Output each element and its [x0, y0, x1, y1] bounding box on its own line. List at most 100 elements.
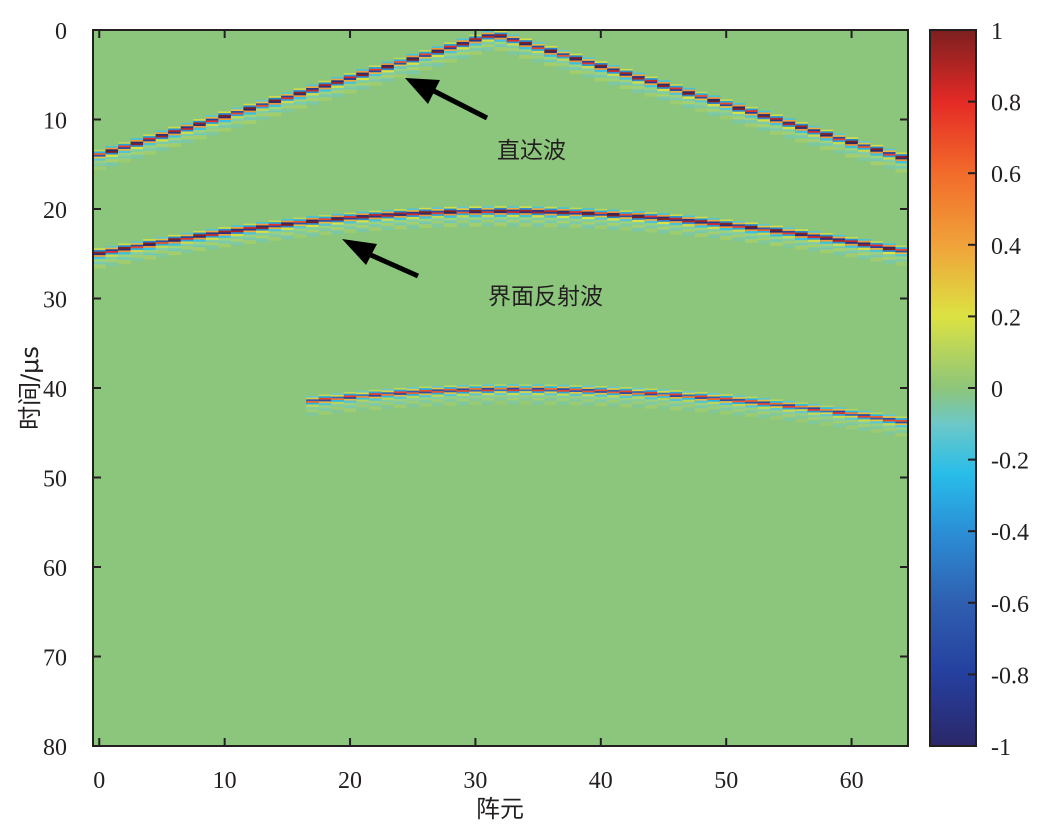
heatmap-cell — [519, 400, 533, 405]
heatmap-cell — [469, 45, 483, 50]
heatmap-cell — [343, 86, 357, 91]
heatmap-cell — [719, 112, 733, 117]
heatmap-cell — [444, 53, 458, 58]
heatmap-cell — [619, 226, 633, 231]
heatmap-cell — [795, 132, 809, 138]
heatmap-cell — [318, 410, 332, 415]
heatmap-cell — [757, 408, 771, 414]
heatmap-cell — [168, 139, 182, 145]
heatmap-cell — [882, 164, 896, 169]
heatmap-cell — [331, 401, 345, 406]
heatmap-cell — [406, 221, 420, 226]
heatmap-cell — [619, 221, 633, 226]
heatmap-cell — [745, 115, 758, 120]
heatmap-cell — [381, 397, 395, 402]
heatmap-cell — [707, 108, 721, 113]
heatmap-cell — [832, 149, 846, 154]
heatmap-cell — [845, 245, 859, 250]
heatmap-cell — [419, 218, 432, 223]
heatmap-cell — [481, 395, 495, 400]
heatmap-cell — [882, 256, 896, 261]
heatmap-cell — [795, 245, 809, 250]
heatmap-cell — [820, 416, 834, 421]
heatmap-cell — [180, 131, 194, 136]
heatmap-cell — [431, 54, 445, 59]
heatmap-cell — [469, 395, 483, 400]
heatmap-cell — [531, 397, 545, 402]
heatmap-cell — [857, 247, 871, 252]
heatmap-cell — [857, 421, 871, 426]
heatmap-cell — [745, 412, 758, 417]
y-tick-label: 80 — [43, 735, 67, 761]
heatmap-cell — [494, 46, 508, 52]
heatmap-cell — [845, 145, 859, 151]
heatmap-cell — [795, 418, 809, 423]
heatmap-cell — [807, 244, 821, 249]
heatmap-cell — [368, 81, 382, 86]
heatmap-cell — [644, 89, 658, 94]
heatmap-cell — [832, 144, 846, 149]
heatmap-cell — [870, 257, 884, 262]
heatmap-cell — [381, 72, 395, 77]
x-axis: 0 10 20 30 40 50 60 — [93, 30, 864, 794]
heatmap-cell — [419, 60, 432, 66]
heatmap-cell — [494, 397, 508, 402]
heatmap-cell — [882, 251, 896, 257]
heatmap-cell — [857, 157, 871, 162]
heatmap-cell — [93, 264, 106, 269]
heatmap-cell — [619, 395, 633, 400]
heatmap-cell — [431, 396, 445, 401]
heatmap-cell — [682, 404, 696, 409]
heatmap-cell — [293, 99, 307, 104]
heatmap-cell — [569, 396, 583, 401]
heatmap-cell — [218, 235, 232, 240]
heatmap-cell — [657, 224, 671, 229]
heatmap-cell — [180, 138, 194, 144]
heatmap-cell — [93, 256, 106, 262]
heatmap-cell — [143, 249, 157, 255]
heatmap-cell — [406, 219, 420, 224]
heatmap-cell — [381, 404, 395, 410]
heatmap-cell — [230, 120, 244, 125]
colorbar-tick-label: 0.4 — [991, 234, 1021, 260]
annotation-direct-wave: 直达波 — [405, 78, 566, 164]
heatmap-cell — [820, 249, 834, 254]
heatmap-cell — [368, 402, 382, 408]
heatmap-cell — [807, 141, 821, 147]
heatmap-cell — [895, 254, 908, 259]
heatmap-cell — [343, 400, 357, 405]
heatmap-cell — [820, 138, 834, 143]
heatmap-cell — [193, 244, 207, 249]
heatmap-cell — [795, 237, 809, 243]
heatmap-cell — [895, 258, 908, 263]
heatmap-cell — [494, 392, 508, 398]
heatmap-cell — [130, 154, 144, 159]
heatmap-cell — [205, 239, 219, 245]
heatmap-cell — [306, 229, 320, 234]
heatmap-cell — [795, 240, 809, 245]
heatmap-cell — [795, 242, 809, 247]
heatmap-cell — [318, 91, 332, 96]
heatmap-cell — [218, 240, 232, 245]
heatmap-cell — [632, 219, 646, 225]
heatmap-cell — [256, 108, 269, 113]
heatmap-cell — [669, 100, 683, 105]
heatmap-cell — [544, 393, 558, 398]
heatmap-cell — [544, 62, 558, 67]
heatmap-cell — [205, 126, 219, 131]
heatmap-cell — [218, 122, 232, 127]
heatmap-cell — [719, 235, 733, 240]
heatmap-cell — [732, 111, 746, 116]
heatmap-cell — [230, 118, 244, 123]
heatmap-cell — [895, 163, 908, 168]
heatmap-cell — [431, 59, 445, 64]
heatmap-cell — [719, 115, 733, 120]
heatmap-cell — [694, 402, 708, 408]
heatmap-cell — [256, 235, 269, 240]
heatmap-cell — [782, 238, 796, 243]
heatmap-cell — [607, 73, 621, 78]
heatmap-cell — [318, 96, 332, 101]
heatmap-cell — [281, 100, 295, 106]
heatmap-cell — [669, 94, 683, 100]
heatmap-cell — [494, 219, 508, 224]
